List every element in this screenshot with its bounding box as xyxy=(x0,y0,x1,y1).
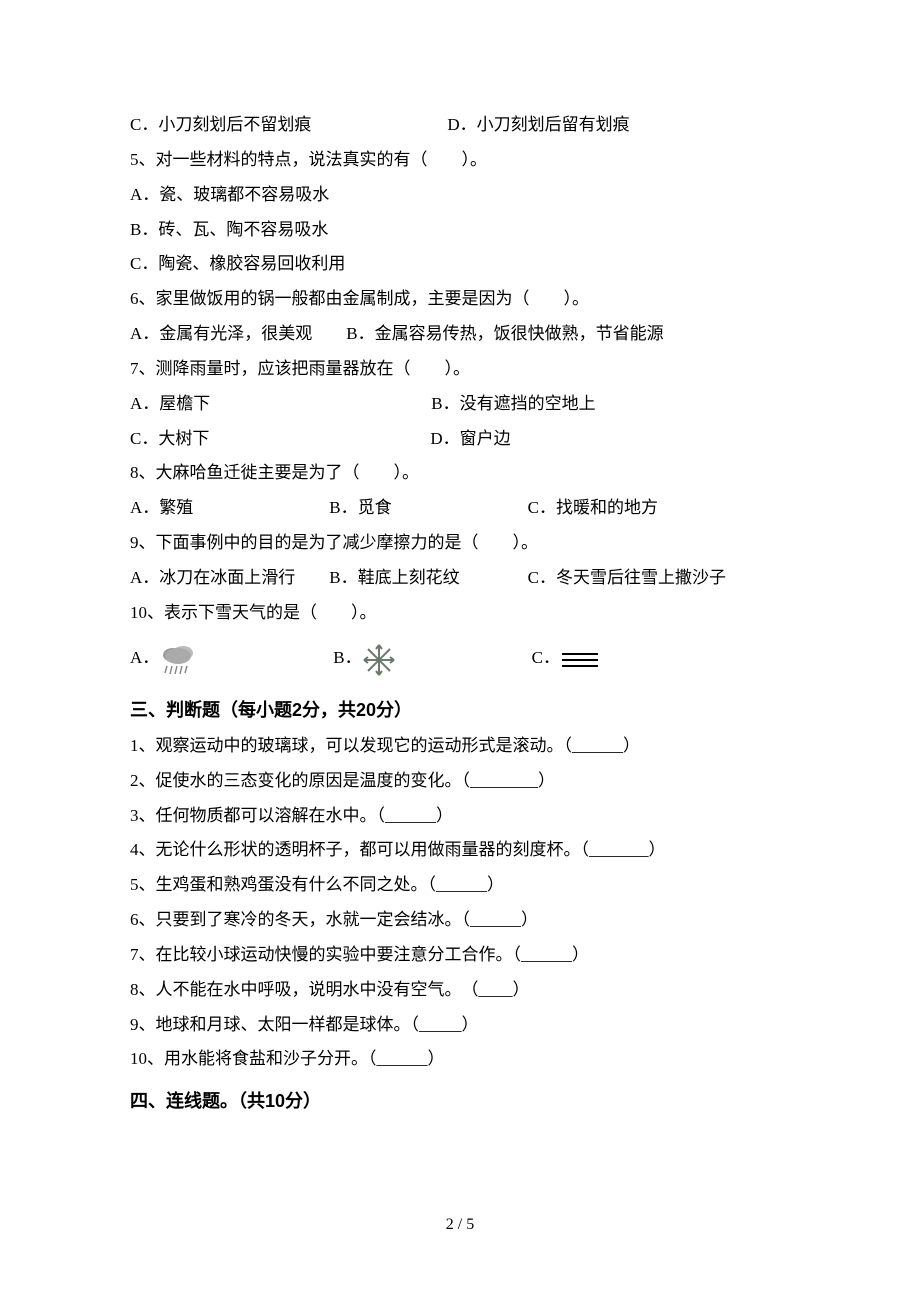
exam-page: C．小刀刻划后不留划痕 D．小刀刻划后留有划痕 5、对一些材料的特点，说法真实的… xyxy=(0,0,920,1302)
q10-option-b-label: B． xyxy=(333,648,361,667)
judge-q4: 4、无论什么形状的透明杯子，都可以用做雨量器的刻度杯。（_______） xyxy=(130,833,790,868)
q7-option-a: A．屋檐下 xyxy=(130,394,210,413)
q8-option-b: B．觅食 xyxy=(329,498,391,517)
judge-q7: 7、在比较小球运动快慢的实验中要注意分工合作。（______） xyxy=(130,938,790,973)
q7-option-d: D．窗户边 xyxy=(430,429,510,448)
fog-icon xyxy=(560,632,600,686)
question-8-stem: 8、大麻哈鱼迁徙主要是为了（ ）。 xyxy=(130,456,790,491)
judge-q3: 3、任何物质都可以溶解在水中。（______） xyxy=(130,799,790,834)
q8-options: A．繁殖 B．觅食 C．找暖和的地方 xyxy=(130,491,790,526)
q7-options-ab: A．屋檐下 B．没有遮挡的空地上 xyxy=(130,387,790,422)
q9-options: A．冰刀在冰面上滑行 B．鞋底上刻花纹 C．冬天雪后往雪上撒沙子 xyxy=(130,561,790,596)
question-7-stem: 7、测降雨量时，应该把雨量器放在（ ）。 xyxy=(130,352,790,387)
judge-q5: 5、生鸡蛋和熟鸡蛋没有什么不同之处。（______） xyxy=(130,868,790,903)
page-number: 2 / 5 xyxy=(0,1209,920,1242)
q4-option-c: C．小刀刻划后不留划痕 xyxy=(130,115,311,134)
section-4-title: 四、连线题。（共10分） xyxy=(130,1083,790,1120)
q8-option-c: C．找暖和的地方 xyxy=(528,498,658,517)
rain-icon xyxy=(159,632,197,686)
q10-options: A． B． C． xyxy=(130,631,790,686)
q5-option-a: A．瓷、玻璃都不容易吸水 xyxy=(130,178,790,213)
question-5-stem: 5、对一些材料的特点，说法真实的有（ ）。 xyxy=(130,143,790,178)
q5-option-c: C．陶瓷、橡胶容易回收利用 xyxy=(130,247,790,282)
q4-options-cd: C．小刀刻划后不留划痕 D．小刀刻划后留有划痕 xyxy=(130,108,790,143)
q10-option-a-label: A． xyxy=(130,648,159,667)
q4-option-d: D．小刀刻划后留有划痕 xyxy=(447,115,629,134)
q7-options-cd: C．大树下 D．窗户边 xyxy=(130,422,790,457)
judge-q9: 9、地球和月球、太阳一样都是球体。（_____） xyxy=(130,1008,790,1043)
question-9-stem: 9、下面事例中的目的是为了减少摩擦力的是（ ）。 xyxy=(130,526,790,561)
judge-q10: 10、用水能将食盐和沙子分开。（______） xyxy=(130,1042,790,1077)
judge-q8: 8、人不能在水中呼吸，说明水中没有空气。 （____） xyxy=(130,973,790,1008)
judge-q2: 2、促使水的三态变化的原因是温度的变化。（________） xyxy=(130,764,790,799)
section-3-title: 三、判断题（每小题2分，共20分） xyxy=(130,692,790,729)
question-10-stem: 10、表示下雪天气的是（ ）。 xyxy=(130,596,790,631)
q7-option-b: B．没有遮挡的空地上 xyxy=(431,394,595,413)
q8-option-a: A．繁殖 xyxy=(130,498,193,517)
q7-option-c: C．大树下 xyxy=(130,429,209,448)
judge-q6: 6、只要到了寒冷的冬天，水就一定会结冰。（______） xyxy=(130,903,790,938)
q5-option-b: B．砖、瓦、陶不容易吸水 xyxy=(130,213,790,248)
q6-options: A．金属有光泽，很美观 B．金属容易传热，饭很快做熟，节省能源 xyxy=(130,317,790,352)
snowflake-icon xyxy=(362,632,396,686)
judge-q1: 1、观察运动中的玻璃球，可以发现它的运动形式是滚动。（______） xyxy=(130,729,790,764)
question-6-stem: 6、家里做饭用的锅一般都由金属制成，主要是因为（ ）。 xyxy=(130,282,790,317)
q10-option-c-label: C． xyxy=(532,648,560,667)
